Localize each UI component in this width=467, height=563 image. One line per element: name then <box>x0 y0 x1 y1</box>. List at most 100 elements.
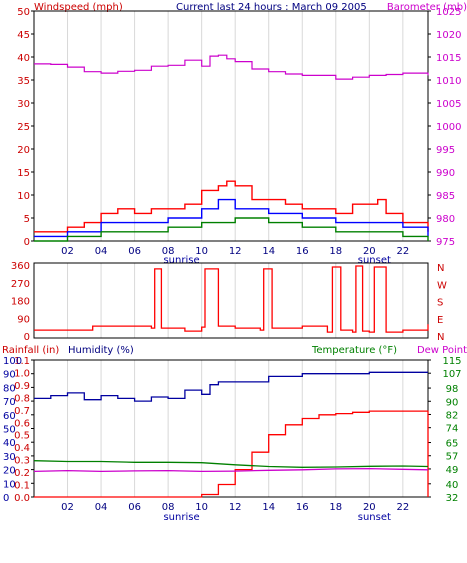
rainfall-tick-label: 0.3 <box>14 456 30 467</box>
humidity-tick-label: 70 <box>3 397 16 408</box>
windspeed-tick-label: 15 <box>17 168 30 179</box>
x-tick-label: 02 <box>61 246 74 257</box>
rainfall-tick-label: 0.7 <box>14 406 30 417</box>
climate-series <box>33 371 429 498</box>
x-tick-label: 08 <box>162 502 175 513</box>
barometer-tick-label: 1025 <box>436 7 461 18</box>
barometer-tick-label: 975 <box>436 237 455 248</box>
barometer-title: Barometer (mb) <box>387 2 467 13</box>
direction-tick-label: 180 <box>11 297 30 308</box>
rainfall-tick-label: 1.1 <box>14 356 30 367</box>
windspeed-tick-label: 20 <box>17 145 30 156</box>
rainfall-tick-label: 0.8 <box>14 393 30 404</box>
windspeed-tick-label: 10 <box>17 191 30 202</box>
rainfall-tick-label: 0.1 <box>14 481 30 492</box>
humidity-line <box>34 371 428 402</box>
temperature-tick-label: 74 <box>446 424 459 435</box>
plot-frame <box>33 10 429 242</box>
x-tick-label: 12 <box>229 502 242 513</box>
rainfall-axis-labels: 0.00.1 0.20.3 0.40.5 0.60.7 0.80.9 1.01.1 <box>14 356 30 504</box>
sunrise-label: sunrise <box>163 512 199 523</box>
temperature-tick-label: 90 <box>446 397 459 408</box>
barometer-tick-label: 1010 <box>436 76 461 87</box>
x-tick-label: 20 <box>363 246 376 257</box>
x-tick-label: 08 <box>162 246 175 257</box>
x-tick-label: 06 <box>128 246 141 257</box>
x-tick-label: 16 <box>296 502 309 513</box>
x-tick-label: 10 <box>195 246 208 257</box>
wind-series <box>34 54 429 242</box>
rainfall-tick-label: 0.0 <box>14 493 30 504</box>
barometer-tick-label: 1005 <box>436 99 461 110</box>
x-tick-label: 12 <box>229 246 242 257</box>
windspeed-tick-label: 40 <box>17 53 30 64</box>
windspeed-tick-label: 30 <box>17 99 30 110</box>
dew-point-line <box>33 467 429 473</box>
compass-label: S <box>437 298 443 309</box>
temperature-tick-label: 49 <box>446 465 459 476</box>
x-tick-label: 18 <box>329 502 342 513</box>
time-axis-labels: 02 04 06 08 10 12 14 16 18 20 22 <box>61 246 409 257</box>
panel-background <box>0 0 467 254</box>
temperature-tick-label: 40 <box>446 480 459 491</box>
rainfall-tick-label: 0.4 <box>14 443 30 454</box>
humidity-tick-label: 50 <box>3 425 16 436</box>
temperature-tick-label: 57 <box>446 452 459 463</box>
direction-tick-label: 360 <box>11 261 30 272</box>
grid-lines <box>31 359 431 498</box>
barometer-tick-label: 990 <box>436 168 455 179</box>
barometer-axis-labels: 975 980 985 990 995 1000 1005 1010 1015 1020 1025 <box>436 7 461 248</box>
x-tick-label: 16 <box>296 246 309 257</box>
temperature-tick-label: 65 <box>446 439 459 450</box>
x-tick-label: 18 <box>329 246 342 257</box>
x-tick-label: 14 <box>262 246 275 257</box>
humidity-tick-label: 30 <box>3 452 16 463</box>
direction-series <box>34 265 429 333</box>
direction-tick-label: 0 <box>24 332 30 343</box>
wind-minimum-line <box>34 217 429 242</box>
humidity-tick-label: 60 <box>3 411 16 422</box>
rainfall-tick-label: 0.5 <box>14 431 30 442</box>
wind-direction-line <box>34 265 429 333</box>
temperature-tick-label: 82 <box>446 410 459 421</box>
rainfall-line <box>34 410 429 498</box>
temperature-axis-labels: 32 40 49 57 65 74 82 90 98 107 115 <box>442 356 461 504</box>
barometer-tick-label: 1015 <box>436 53 461 64</box>
x-tick-label: 04 <box>95 502 108 513</box>
dewpoint-title: Dew Point <box>417 345 467 356</box>
sunset-label: sunset <box>358 512 391 523</box>
sunset-label: sunset <box>358 255 391 266</box>
compass-label: N <box>437 332 444 343</box>
humidity-tick-label: 80 <box>3 383 16 394</box>
barometer-tick-label: 1000 <box>436 122 461 133</box>
direction-tick-label: 90 <box>17 314 30 325</box>
compass-label: E <box>437 315 443 326</box>
x-tick-label: 04 <box>95 246 108 257</box>
windspeed-tick-label: 25 <box>17 122 30 133</box>
windspeed-axis-labels: 0 5 10 15 20 25 30 35 40 45 50 <box>17 7 30 248</box>
x-tick-label: 06 <box>128 502 141 513</box>
temperature-line <box>33 460 429 468</box>
humidity-tick-label: 10 <box>3 479 16 490</box>
rainfall-title: Rainfall (in) <box>2 345 59 356</box>
windspeed-tick-label: 35 <box>17 76 30 87</box>
temperature-tick-label: 32 <box>446 493 459 504</box>
windspeed-tick-label: 50 <box>17 7 30 18</box>
x-tick-label: 10 <box>195 502 208 513</box>
x-tick-label: 20 <box>363 502 376 513</box>
humidity-axis-labels: 0 10 20 30 40 50 60 70 80 90 100 <box>3 356 22 504</box>
x-tick-label: 14 <box>262 502 275 513</box>
barometer-tick-label: 985 <box>436 191 455 202</box>
rainfall-tick-label: 0.6 <box>14 418 30 429</box>
windspeed-title: Windspeed (mph) <box>34 2 123 13</box>
chart-title: Current last 24 hours : March 09 2005 <box>176 2 367 13</box>
time-axis-labels: 02 04 06 08 10 12 14 16 18 20 22 <box>61 502 409 513</box>
temperature-title: Temperature (°F) <box>311 345 397 356</box>
compass-label: N <box>437 263 444 274</box>
x-tick-label: 22 <box>396 246 409 257</box>
temperature-tick-label: 115 <box>442 356 461 367</box>
sunrise-label: sunrise <box>163 255 199 266</box>
rainfall-tick-label: 0.2 <box>14 468 30 479</box>
